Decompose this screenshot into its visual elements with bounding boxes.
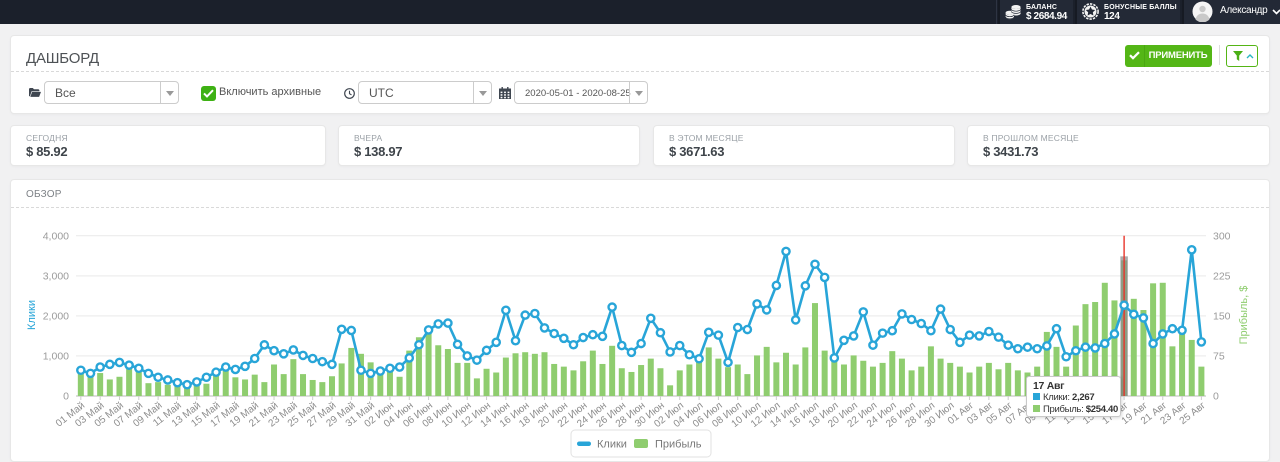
svg-text:150: 150 xyxy=(1213,310,1231,322)
svg-text:3,000: 3,000 xyxy=(43,270,69,282)
svg-text:Клики: Клики xyxy=(26,300,38,330)
svg-text:1,000: 1,000 xyxy=(43,350,69,362)
svg-text:75: 75 xyxy=(1213,350,1225,362)
svg-text:Прибыль: Прибыль xyxy=(655,439,702,451)
svg-text:Прибыль, $: Прибыль, $ xyxy=(1238,286,1250,345)
svg-text:Клики: Клики xyxy=(597,439,627,451)
svg-text:300: 300 xyxy=(1213,230,1231,242)
svg-text:2,000: 2,000 xyxy=(43,310,69,322)
svg-text:4,000: 4,000 xyxy=(43,230,69,242)
svg-text:225: 225 xyxy=(1213,270,1231,282)
svg-text:0: 0 xyxy=(1213,391,1219,403)
svg-text:0: 0 xyxy=(63,391,69,403)
